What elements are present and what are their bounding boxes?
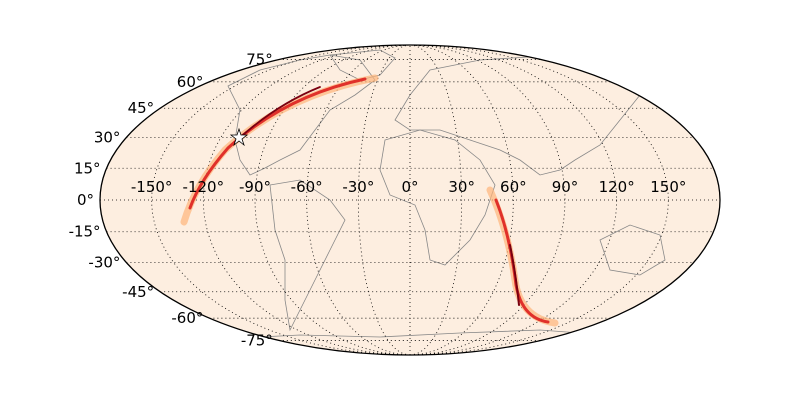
coastline-north-america: [227, 54, 376, 176]
longitude-labels: -150° -120° -90° -60° -30° 0° 30° 60° 90° 120° 150…: [131, 178, 687, 196]
meridian-line: [409, 45, 669, 355]
meridian-line: [306, 45, 411, 355]
meridian-line: [151, 45, 411, 355]
latitude-label: 30°: [94, 128, 121, 146]
latitude-label: -60°: [171, 309, 203, 327]
longitude-label: 60°: [500, 178, 527, 196]
coastline-africa: [379, 129, 496, 266]
meridian-line: [357, 45, 411, 355]
map-outline: [99, 44, 721, 356]
longitude-label: -60°: [291, 178, 323, 196]
star-icon: [229, 127, 249, 147]
longitude-label: 150°: [650, 178, 686, 196]
longitude-label: 120°: [599, 178, 635, 196]
meridian-line: [409, 45, 463, 355]
latitude-label: 75°: [246, 51, 273, 69]
probability-arc-north-core: [234, 86, 321, 143]
longitude-label: 90°: [552, 178, 579, 196]
longitude-label: -30°: [342, 178, 374, 196]
latitude-label: 60°: [177, 73, 204, 91]
coastline-australia: [599, 224, 666, 276]
meridian-line: [202, 45, 411, 355]
longitude-label: 0°: [401, 178, 418, 196]
coastline-south-america: [269, 179, 346, 332]
latitude-label: -15°: [69, 223, 101, 241]
meridian-line: [409, 45, 514, 355]
latitude-label: 0°: [77, 191, 94, 209]
latitude-label: -75°: [241, 331, 273, 349]
longitude-label: -90°: [239, 178, 271, 196]
probability-arc-south-core: [509, 244, 520, 306]
coastline-greenland: [329, 49, 396, 81]
coastline-europe-asia: [394, 54, 641, 176]
longitude-label: -120°: [183, 178, 225, 196]
latitude-label: 45°: [128, 99, 155, 117]
latitude-label: -45°: [122, 283, 154, 301]
longitude-label: -150°: [131, 178, 173, 196]
longitude-label: 30°: [448, 178, 475, 196]
latitude-labels: 75° 60° 45° 30° 15° 0° -15° -30°-45° -60° -75°: [69, 51, 273, 350]
latitude-label: 15°: [74, 159, 101, 177]
latitude-label: -30°: [88, 254, 120, 272]
